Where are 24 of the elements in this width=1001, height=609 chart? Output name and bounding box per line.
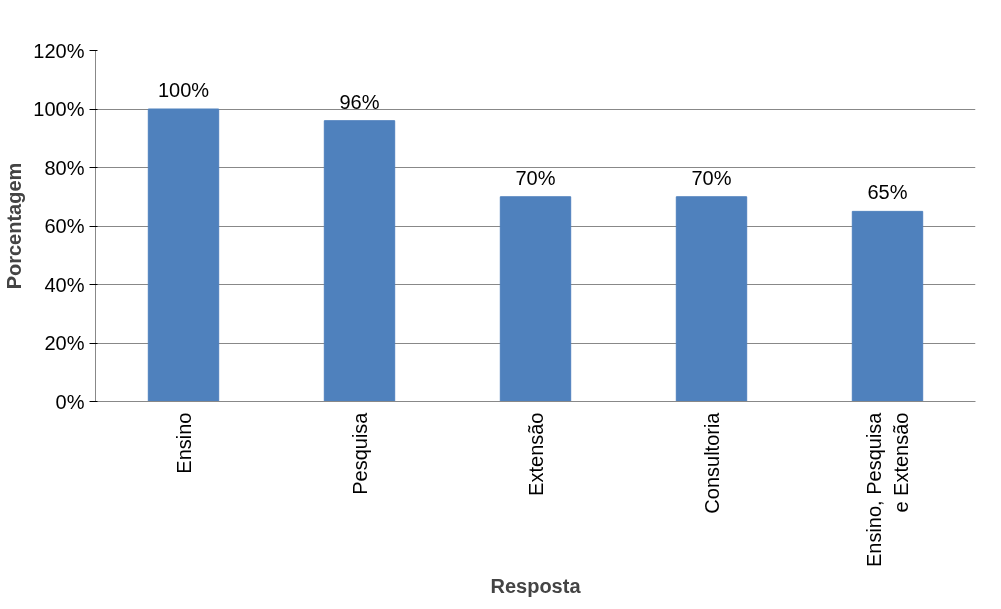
data-label: 70% [515,166,556,189]
bar [499,196,572,402]
x-tick-label: Ensino, Pesquisa e Extensão [863,411,912,568]
y-tick-label: 80% [44,156,85,179]
data-label: 65% [867,181,908,204]
y-tick-label: 120% [33,39,85,62]
data-label: 70% [691,166,732,189]
data-label: 100% [157,79,210,101]
x-tick-label: Pesquisa [348,411,371,495]
y-tick-label: 60% [44,215,85,237]
x-tick-label: Extensão [524,412,547,496]
y-tick-label: 100% [33,98,85,120]
y-tick-label: 40% [44,273,85,296]
x-tick-label: Ensino [172,412,195,474]
y-tick-label: 20% [44,332,85,354]
data-label: 96% [339,90,380,113]
y-axis-title: Porcentagem [3,162,26,290]
bar [323,120,396,402]
bar [147,108,220,402]
x-tick-label: Consultoria [700,411,723,514]
x-axis-title: Resposta [490,575,582,598]
bar [675,196,748,402]
bar [851,210,924,402]
y-tick-label: 0% [55,390,85,413]
